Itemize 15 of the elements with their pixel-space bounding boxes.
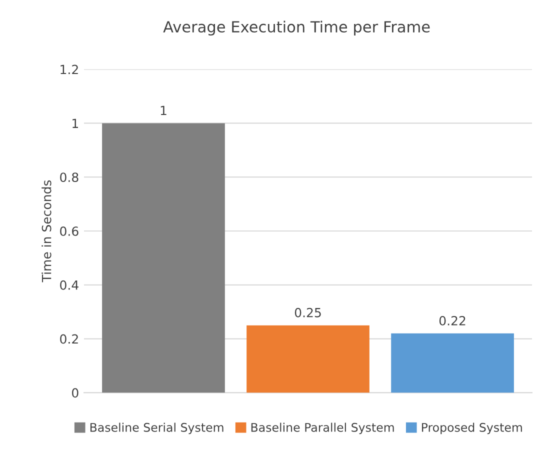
y-tick-label: 1 bbox=[72, 118, 78, 128]
y-tick-label: 1.2 bbox=[60, 64, 78, 74]
y-tick-label: 0.6 bbox=[60, 226, 78, 236]
y-tick-label: 0.8 bbox=[60, 172, 78, 182]
y-tick-label: 0 bbox=[72, 388, 78, 398]
data-label: 0.25 bbox=[294, 308, 321, 318]
legend-label: Baseline Serial System bbox=[90, 422, 224, 434]
legend-label: Proposed System bbox=[422, 422, 522, 434]
legend-label: Baseline Parallel System bbox=[251, 422, 394, 434]
chart-title: Average Execution Time per Frame bbox=[163, 20, 430, 36]
y-axis-title: Time in Seconds bbox=[42, 180, 52, 282]
y-tick-label: 0.4 bbox=[60, 280, 78, 290]
data-label: 0.22 bbox=[439, 316, 466, 326]
data-label: 1 bbox=[160, 106, 166, 116]
y-tick-label: 0.2 bbox=[60, 334, 78, 344]
